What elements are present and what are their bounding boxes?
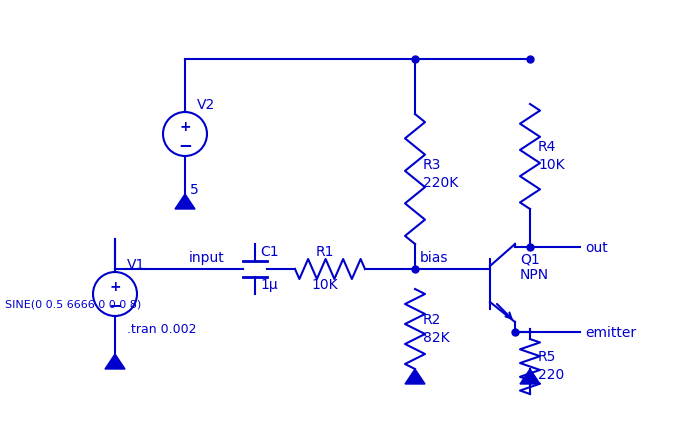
- Text: .tran 0.002: .tran 0.002: [127, 323, 197, 336]
- Text: R3: R3: [423, 158, 442, 172]
- Text: 10K: 10K: [538, 158, 565, 172]
- Text: 5: 5: [190, 183, 199, 197]
- Text: V1: V1: [127, 258, 146, 272]
- Text: R2: R2: [423, 312, 442, 326]
- Polygon shape: [405, 369, 425, 384]
- Text: input: input: [189, 251, 225, 265]
- Polygon shape: [520, 369, 540, 384]
- Text: C1: C1: [260, 244, 279, 258]
- Text: −: −: [108, 295, 122, 313]
- Text: 220K: 220K: [423, 176, 459, 190]
- Text: +: +: [109, 279, 121, 293]
- Text: R4: R4: [538, 140, 557, 154]
- Text: −: −: [178, 136, 192, 154]
- Text: +: +: [179, 120, 191, 134]
- Text: 1μ: 1μ: [260, 277, 278, 291]
- Text: R1: R1: [316, 244, 335, 258]
- Text: bias: bias: [420, 251, 449, 265]
- Polygon shape: [105, 354, 125, 369]
- Text: 10K: 10K: [312, 277, 338, 291]
- Text: 82K: 82K: [423, 330, 449, 344]
- Text: emitter: emitter: [585, 325, 636, 339]
- Text: R5: R5: [538, 349, 557, 363]
- Text: V2: V2: [197, 98, 216, 112]
- Polygon shape: [175, 194, 195, 209]
- Text: NPN: NPN: [520, 267, 549, 281]
- Text: Q1: Q1: [520, 252, 540, 266]
- Text: SINE(0 0.5 6666 0 0 0 8): SINE(0 0.5 6666 0 0 0 8): [5, 299, 141, 309]
- Text: 220: 220: [538, 367, 564, 381]
- Text: out: out: [585, 240, 608, 254]
